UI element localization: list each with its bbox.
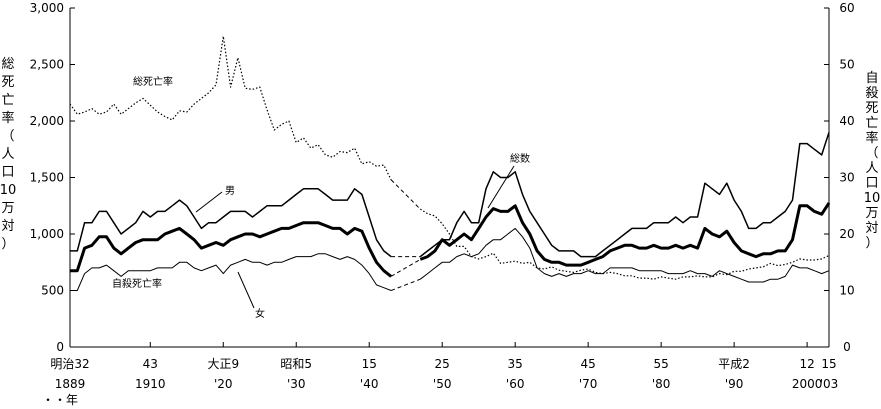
total-leader-line [487,165,515,209]
x-tick-label-year: 1910 [135,377,166,391]
series-gap-bridge-2 [390,258,421,277]
left-axis-title-char: 総 [1,57,14,72]
series-line-2 [70,221,393,278]
right-tick-label: 10 [839,284,854,298]
left-tick-label: 2,000 [30,114,64,128]
x-tick-label-era: 35 [508,357,523,371]
x-tick-label-year: '03 [820,377,839,391]
right-axis-title-char: 亡 [865,116,878,131]
right-axis-title-char: 口 [865,176,878,191]
right-tick-label: 50 [839,58,854,72]
right-axis-title-char: 自 [865,71,878,86]
x-tick-label-year: '50 [433,377,452,391]
left-tick-label: 0 [56,340,64,354]
right-tick-label: 60 [839,1,854,15]
label-total-death-rate: 総死亡率 [133,75,173,88]
x-tick-label-era: 15 [362,357,377,371]
left-axis-title-char: 率 [1,110,14,126]
x-tick-label-year: '80 [652,377,671,391]
right-axis-title-char: ） [865,236,878,251]
x-tick-label-year: '40 [360,377,379,391]
left-axis-title-char: 対 [1,219,14,234]
right-axis-title-char: 対 [865,221,878,236]
left-tick-label: 1,000 [30,227,64,241]
series-gap-bridge-3 [390,278,421,291]
left-axis-title-char: 人 [1,147,14,162]
series-layer [69,35,831,291]
left-axis-title-char: 口 [1,165,14,180]
right-axis-title-char: 人 [865,161,878,176]
left-axis-title-char: （ [1,129,14,144]
label-female: 女 [255,307,265,320]
female-leader-line [237,271,255,309]
right-tick-label: 0 [843,340,851,354]
left-axis-title-char: 10 [0,183,16,198]
male-leader-line [195,191,223,213]
right-axis-title-char: 万 [865,206,878,221]
x-tick-label-era: 25 [435,357,450,371]
label-total: 総数 [510,152,530,165]
right-axis-title-char: 率 [865,130,878,146]
left-tick-label: 1,500 [30,171,64,185]
left-axis-title-char: 死 [1,75,14,90]
x-tick-label-year: '20 [214,377,233,391]
x-tick-label-era: 明治32 [50,357,89,371]
x-tick-label-era: 12 [799,357,814,371]
x-tick-label-year: '90 [725,377,744,391]
x-tick-label-year: '30 [287,377,306,391]
label-suicide-rate: 自殺死亡率 [112,277,162,290]
x-tick-label-year: '70 [579,377,598,391]
left-axis-title-char: 亡 [1,93,14,108]
series-line-1 [419,132,830,258]
x-tick-label-year: 1889 [55,377,86,391]
right-axis-title-char: （ [865,146,878,161]
right-tick-label: 20 [839,227,854,241]
x-tick-label-era: 15 [821,357,836,371]
right-axis-title-char: 死 [865,101,878,116]
right-tick-label: 30 [839,171,854,185]
series-line-1 [70,188,392,258]
x-tick-label-era: 55 [654,357,669,371]
x-tick-label-era: 平成2 [718,357,750,371]
left-tick-label: 2,500 [30,58,64,72]
series-line-0 [419,208,830,280]
x-tick-label-era: 大正9 [207,357,239,371]
series-line-0 [69,35,392,181]
right-axis-title-char: 殺 [865,86,878,101]
x-tick-label-era: 43 [143,357,158,371]
x-tick-label-year: 2000 [792,377,823,391]
label-male: 男 [225,185,235,197]
x-axis-unit: ・・年 [42,393,78,407]
right-tick-label: 40 [839,114,854,128]
x-tick-label-year: '60 [506,377,525,391]
left-tick-label: 500 [41,284,64,298]
series-gap-bridge-0 [390,179,421,210]
series-line-3 [70,253,392,291]
x-tick-label-era: 昭和5 [280,357,312,371]
left-tick-label: 3,000 [30,1,64,15]
left-axis-title-char: 万 [1,201,14,216]
right-axis-title-char: 10 [864,191,881,206]
series-line-2 [419,202,831,267]
x-tick-label-era: 45 [581,357,596,371]
left-axis-title-char: ） [1,237,14,252]
series-line-3 [419,227,830,283]
